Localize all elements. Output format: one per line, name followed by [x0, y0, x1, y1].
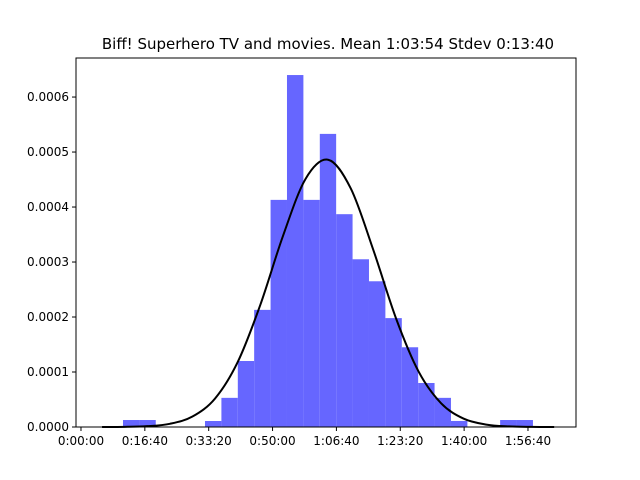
bar: [139, 420, 156, 427]
bar: [303, 199, 320, 427]
y-tick-label: 0.0005: [27, 145, 69, 159]
x-tick-label: 1:56:40: [505, 434, 551, 448]
x-tick-label: 1:40:00: [441, 434, 487, 448]
x-tick-label: 1:06:40: [313, 434, 359, 448]
y-tick-label: 0.0006: [27, 90, 69, 104]
bar: [204, 421, 222, 427]
y-tick-label: 0.0004: [27, 200, 69, 214]
y-tick-label: 0.0000: [27, 420, 69, 434]
y-tick-label: 0.0003: [27, 255, 69, 269]
x-tick-label: 0:00:00: [58, 434, 104, 448]
x-tick-label: 0:16:40: [122, 434, 168, 448]
bar: [254, 309, 271, 427]
chart-title: Biff! Superhero TV and movies. Mean 1:03…: [102, 35, 554, 53]
bar: [434, 397, 451, 427]
bar: [221, 397, 238, 427]
bar: [336, 214, 353, 427]
bar: [286, 75, 304, 427]
bar: [385, 318, 402, 427]
x-tick-label: 0:33:20: [186, 434, 232, 448]
x-tick-label: 1:23:20: [377, 434, 423, 448]
bar: [418, 383, 435, 427]
y-tick-label: 0.0002: [27, 310, 69, 324]
bar: [122, 420, 140, 427]
bar: [319, 133, 337, 427]
bar: [401, 347, 419, 427]
x-tick-label: 0:50:00: [249, 434, 295, 448]
plot-frame: [75, 57, 577, 428]
bar: [237, 361, 255, 427]
bar: [270, 199, 287, 427]
bar: [516, 420, 533, 427]
bar: [352, 259, 369, 427]
fit-curve: [102, 158, 555, 428]
bar: [450, 420, 468, 427]
y-tick-label: 0.0001: [27, 365, 69, 379]
bar: [500, 420, 517, 427]
bar: [368, 281, 386, 427]
